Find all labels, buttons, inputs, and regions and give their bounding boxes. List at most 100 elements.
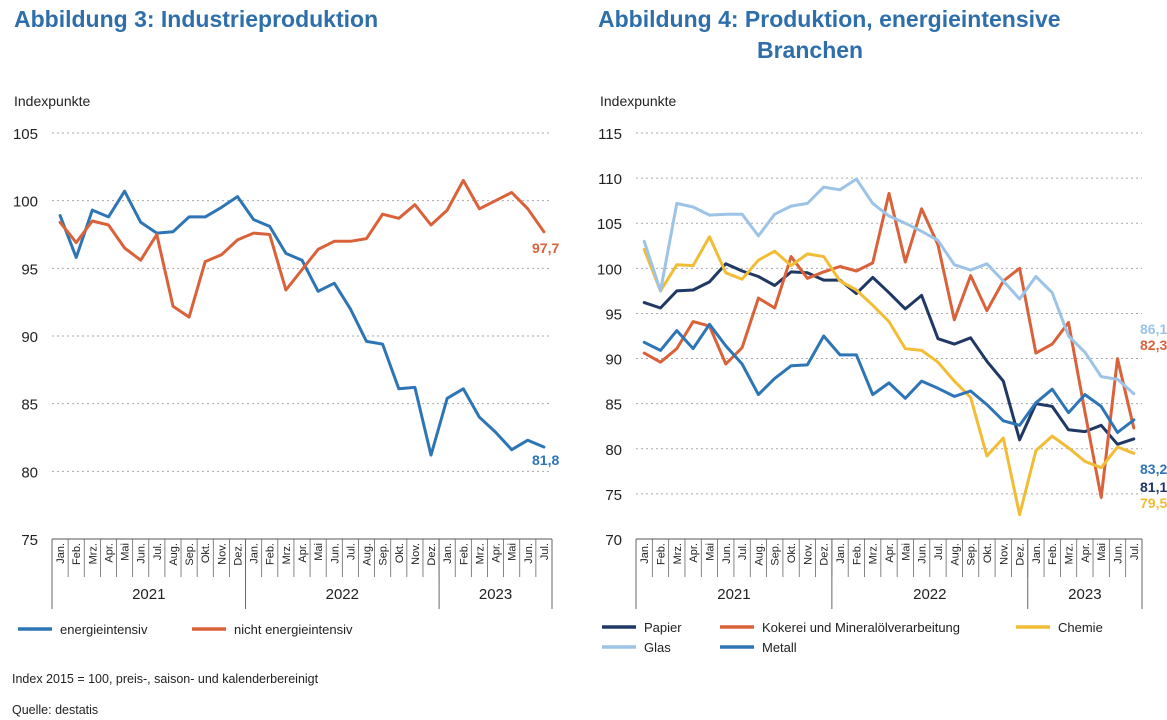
- fig4-month-label: Jun.: [721, 543, 733, 564]
- fig3-month-label: Mrz.: [474, 543, 486, 564]
- fig4-month-label: Mai: [704, 543, 716, 561]
- fig3-month-label: Feb.: [265, 543, 277, 565]
- fig4-month-label: Aug.: [949, 543, 961, 566]
- fig4-series-line-papier: [642, 262, 1136, 446]
- fig4-month-label: Sep.: [770, 543, 782, 566]
- fig4-end-label: 81,1: [1140, 479, 1167, 495]
- fig4-series-line-kokerei-und-mineralölverarbeitung: [642, 191, 1136, 499]
- fig3-y-tick-label: 90: [21, 329, 38, 346]
- fig3-month-label: Okt.: [394, 543, 406, 563]
- fig3-year-label: 2022: [326, 586, 359, 603]
- fig3-series-line-energieintensiv: [58, 189, 546, 457]
- fig3-month-label: Nov.: [410, 543, 422, 565]
- source-note: Quelle: destatis: [12, 703, 99, 717]
- figure-4-title-line-2: Branchen: [757, 37, 864, 63]
- fig4-month-label: Feb.: [851, 543, 863, 565]
- fig3-y-tick-label: 80: [21, 464, 38, 481]
- fig4-month-label: Sep.: [966, 543, 978, 566]
- fig3-month-label: Mrz.: [87, 543, 99, 564]
- fig3-end-label: 81,8: [532, 452, 559, 468]
- fig3-month-label: Mai: [313, 543, 325, 561]
- fig4-y-tick-label: 105: [597, 216, 622, 233]
- fig4-month-label: Okt.: [786, 543, 798, 563]
- fig3-y-tick-label: 100: [13, 194, 38, 211]
- fig3-month-label: Dez.: [232, 543, 244, 566]
- fig3-y-tick-label: 85: [21, 397, 38, 414]
- fig3-month-label: Apr.: [491, 543, 503, 563]
- fig4-end-label: 86,1: [1140, 321, 1167, 337]
- fig4-end-label: 83,2: [1140, 461, 1167, 477]
- fig4-series-line-glas: [642, 177, 1136, 396]
- fig3-month-label: Mrz.: [281, 543, 293, 564]
- fig3-month-label: Nov.: [216, 543, 228, 565]
- fig3-month-label: Feb.: [71, 543, 83, 565]
- fig4-month-label: Okt.: [982, 543, 994, 563]
- fig3-end-label: 97,7: [532, 240, 559, 256]
- fig4-legend-label: Papier: [644, 620, 682, 635]
- fig4-month-label: Mai: [1096, 543, 1108, 561]
- fig3-month-label: Jan.: [55, 543, 67, 564]
- fig3-month-label: Jan.: [442, 543, 454, 564]
- fig4-y-tick-label: 110: [598, 171, 622, 188]
- fig3-y-tick-label: 95: [21, 261, 38, 278]
- fig4-y-tick-label: 75: [605, 487, 622, 504]
- fig3-month-label: Jan.: [249, 543, 261, 564]
- fig4-month-label: Nov.: [998, 543, 1010, 565]
- figure-4-y-axis-unit: Indexpunkte: [600, 93, 677, 109]
- fig4-month-label: Apr.: [688, 543, 700, 563]
- fig3-legend-label: nicht energieintensiv: [234, 622, 353, 637]
- fig4-month-label: Jun.: [1113, 543, 1125, 564]
- fig4-y-tick-label: 95: [605, 306, 622, 323]
- fig3-month-label: Jun.: [136, 543, 148, 564]
- fig4-month-label: Mrz.: [868, 543, 880, 564]
- fig4-month-label: Jan.: [835, 543, 847, 564]
- fig4-month-label: Feb.: [1047, 543, 1059, 565]
- fig4-end-label: 79,5: [1140, 495, 1167, 511]
- fig3-month-label: Sep.: [184, 543, 196, 566]
- fig4-legend-label: Glas: [644, 640, 671, 655]
- fig3-month-label: Sep.: [378, 543, 390, 566]
- fig4-year-label: 2022: [913, 586, 946, 603]
- figure-4-title-line-1: Abbildung 4: Produktion, energieintensiv…: [598, 6, 1061, 32]
- fig4-year-label: 2021: [717, 586, 750, 603]
- fig3-month-label: Jun.: [329, 543, 341, 564]
- fig3-month-label: Apr.: [103, 543, 115, 563]
- fig3-month-label: Jul.: [345, 543, 357, 560]
- fig4-end-label: 82,3: [1140, 337, 1167, 353]
- fig3-month-label: Feb.: [458, 543, 470, 565]
- fig3-series-line-nicht-energieintensiv: [58, 178, 546, 319]
- fig3-y-tick-label: 105: [13, 126, 38, 143]
- fig3-y-tick-label: 75: [21, 532, 38, 549]
- fig4-month-label: Mai: [900, 543, 912, 561]
- fig4-y-tick-label: 70: [605, 532, 622, 549]
- fig4-legend-label: Chemie: [1058, 620, 1103, 635]
- fig3-month-label: Jul.: [152, 543, 164, 560]
- fig3-month-label: Mai: [120, 543, 132, 561]
- fig4-month-label: Apr.: [884, 543, 896, 563]
- fig4-month-label: Jul.: [1129, 543, 1141, 560]
- fig4-y-tick-label: 80: [605, 442, 622, 459]
- fig3-month-label: Aug.: [168, 543, 180, 566]
- fig4-month-label: Nov.: [802, 543, 814, 565]
- fig4-month-label: Jul.: [737, 543, 749, 560]
- fig4-series-line-metall: [642, 322, 1136, 434]
- fig4-month-label: Feb.: [655, 543, 667, 565]
- fig4-month-label: Mrz.: [1064, 543, 1076, 564]
- figure-3-y-axis-unit: Indexpunkte: [14, 93, 91, 109]
- fig3-month-label: Apr.: [297, 543, 309, 563]
- fig4-month-label: Jun.: [917, 543, 929, 564]
- index-note: Index 2015 = 100, preis-, saison- und ka…: [12, 672, 319, 686]
- fig3-month-label: Dez.: [426, 543, 438, 566]
- fig4-month-label: Dez.: [819, 543, 831, 566]
- fig3-month-label: Mai: [507, 543, 519, 561]
- fig4-month-label: Dez.: [1015, 543, 1027, 566]
- fig3-legend-label: energieintensiv: [60, 622, 148, 637]
- fig3-month-label: Jul.: [539, 543, 551, 560]
- fig4-legend-label: Metall: [762, 640, 797, 655]
- fig4-month-label: Apr.: [1080, 543, 1092, 563]
- fig3-year-label: 2021: [132, 586, 165, 603]
- fig4-y-tick-label: 115: [598, 126, 622, 143]
- fig3-year-label: 2023: [479, 586, 512, 603]
- fig4-legend-label: Kokerei und Mineralölverarbeitung: [762, 620, 960, 635]
